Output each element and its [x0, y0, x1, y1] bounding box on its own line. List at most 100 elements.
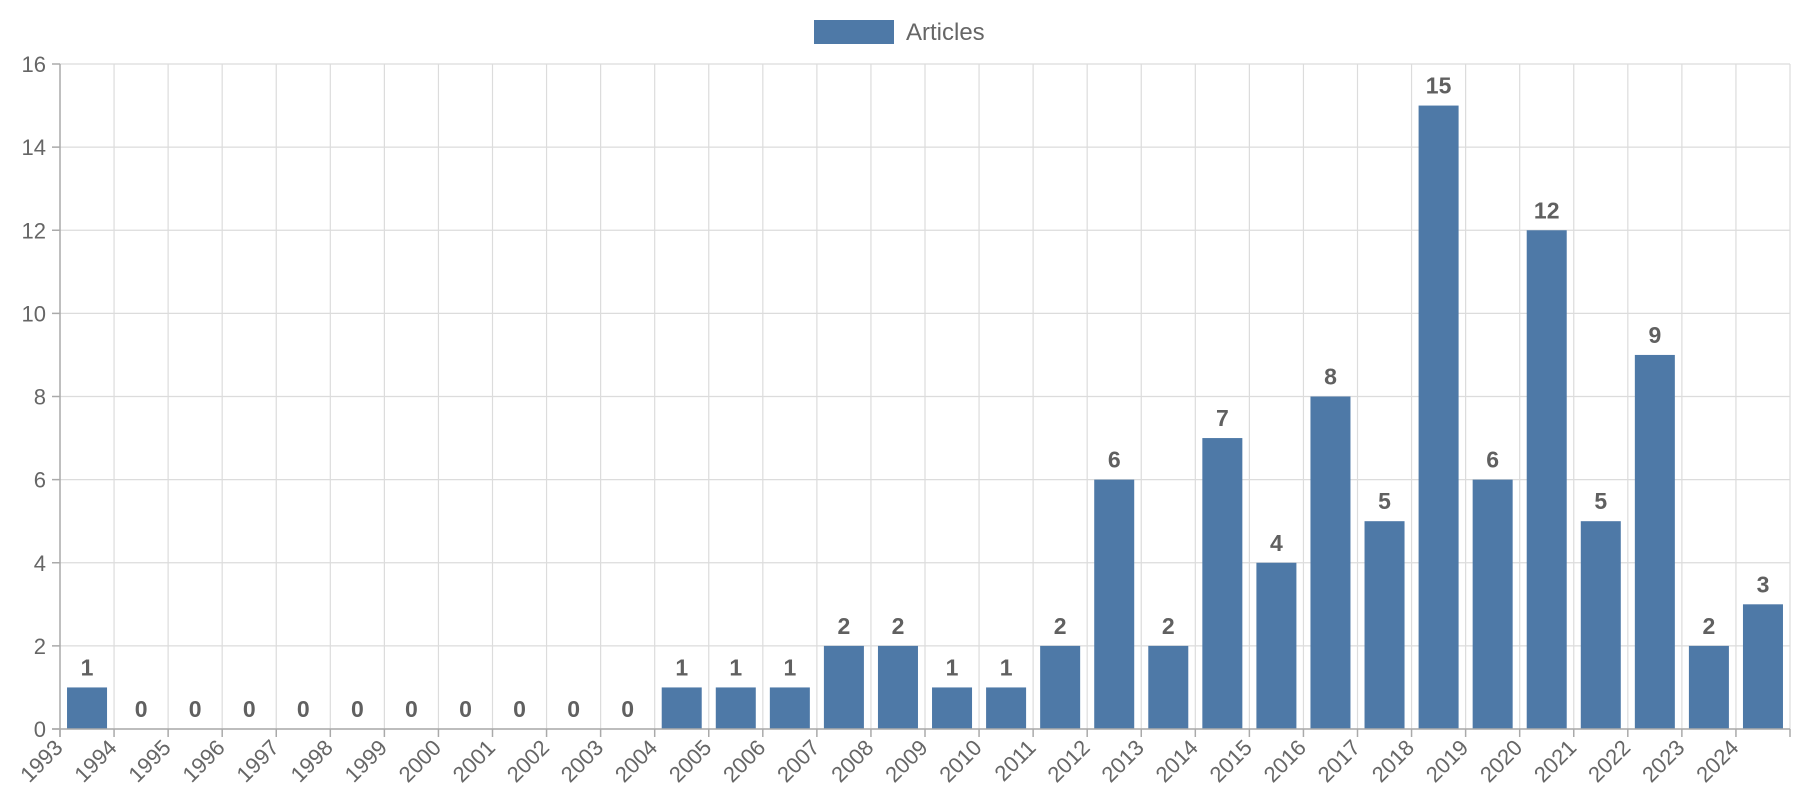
data-label-2016: 8 — [1324, 364, 1337, 390]
data-label-2001: 0 — [513, 696, 526, 722]
bar-2020[interactable] — [1526, 230, 1567, 729]
data-label-2023: 2 — [1703, 613, 1716, 639]
x-tick-label: 2018 — [1367, 735, 1419, 787]
x-tick-label: 1998 — [286, 735, 338, 787]
x-tick-label: 1995 — [123, 735, 175, 787]
bar-2015[interactable] — [1256, 562, 1297, 729]
x-tick-label: 2004 — [610, 735, 662, 787]
data-label-2002: 0 — [567, 696, 580, 722]
x-tick-label: 2021 — [1529, 735, 1581, 787]
x-tick-label: 2011 — [990, 735, 1041, 786]
y-tick-label: 14 — [22, 135, 46, 160]
x-tick-label: 2007 — [772, 735, 824, 787]
x-tick-label: 2003 — [556, 735, 608, 787]
bar-2004[interactable] — [661, 687, 702, 729]
bar-2017[interactable] — [1364, 521, 1405, 729]
y-tick-label: 0 — [34, 717, 46, 742]
x-tick-label: 2013 — [1096, 735, 1148, 787]
x-axis-tick-labels: 1993 1994 1995 1996 1997 1998 1999 2000 2001 2002… — [15, 735, 1743, 787]
y-tick-label: 6 — [34, 468, 46, 493]
data-label-2011: 2 — [1054, 613, 1067, 639]
data-label-2000: 0 — [459, 696, 472, 722]
y-tick-label: 12 — [22, 218, 46, 243]
y-tick-label: 16 — [22, 52, 46, 77]
bars — [67, 105, 1783, 730]
x-tick-label: 2008 — [826, 735, 878, 787]
x-tick-label: 2012 — [1042, 735, 1094, 787]
x-tick-label: 2016 — [1259, 735, 1311, 787]
bar-2016[interactable] — [1310, 396, 1351, 730]
x-tick-label: 2000 — [394, 735, 446, 787]
bar-2010[interactable] — [986, 687, 1027, 729]
bar-2022[interactable] — [1634, 354, 1675, 729]
x-tick-label: 2014 — [1151, 735, 1203, 787]
x-tick-label: 2015 — [1205, 735, 1257, 787]
bar-2021[interactable] — [1580, 521, 1621, 729]
y-tick-label: 4 — [34, 551, 46, 576]
x-tick-label: 2010 — [934, 735, 986, 787]
x-tick-label: 1994 — [69, 735, 121, 787]
data-label-2019: 6 — [1486, 447, 1499, 473]
bar-2005[interactable] — [715, 687, 756, 729]
bar-2008[interactable] — [877, 645, 918, 729]
gridlines — [60, 63, 1791, 730]
bar-2013[interactable] — [1148, 645, 1189, 729]
data-label-2004: 1 — [675, 654, 688, 680]
x-tick-label: 2020 — [1475, 735, 1527, 787]
data-label-1999: 0 — [405, 696, 418, 722]
bar-2019[interactable] — [1472, 479, 1513, 729]
data-label-2015: 4 — [1270, 530, 1283, 556]
y-tick-label: 10 — [22, 301, 46, 326]
data-label-2020: 12 — [1534, 197, 1560, 223]
x-tick-label: 1993 — [15, 735, 67, 787]
bar-2011[interactable] — [1040, 645, 1081, 729]
data-label-1997: 0 — [297, 696, 310, 722]
bar-2018[interactable] — [1418, 105, 1459, 729]
data-label-2014: 7 — [1216, 405, 1229, 431]
data-label-2006: 1 — [783, 654, 796, 680]
y-tick-label: 8 — [34, 385, 46, 410]
legend[interactable]: Articles — [814, 19, 985, 46]
x-tick-label: 2002 — [502, 735, 554, 787]
bar-2009[interactable] — [932, 687, 973, 729]
data-label-1993: 1 — [81, 654, 94, 680]
data-label-2003: 0 — [621, 696, 634, 722]
data-label-2021: 5 — [1594, 488, 1607, 514]
data-label-1994: 0 — [135, 696, 148, 722]
data-label-2005: 1 — [729, 654, 742, 680]
data-label-2018: 15 — [1426, 73, 1452, 99]
axes — [52, 63, 1791, 737]
y-axis-tick-labels: 0 2 4 6 8 10 12 14 16 — [22, 52, 46, 742]
x-tick-label: 2023 — [1637, 735, 1689, 787]
data-label-2010: 1 — [1000, 654, 1013, 680]
bar-2006[interactable] — [769, 687, 810, 729]
bar-2023[interactable] — [1688, 645, 1729, 729]
x-tick-label: 2005 — [664, 735, 716, 787]
data-label-2008: 2 — [892, 613, 905, 639]
data-label-2013: 2 — [1162, 613, 1175, 639]
data-label-2007: 2 — [838, 613, 851, 639]
data-label-2017: 5 — [1378, 488, 1391, 514]
data-label-1998: 0 — [351, 696, 364, 722]
x-tick-label: 2017 — [1313, 735, 1365, 787]
data-label-1996: 0 — [243, 696, 256, 722]
bar-2014[interactable] — [1202, 438, 1243, 729]
x-tick-label: 2009 — [880, 735, 932, 787]
x-tick-label: 2001 — [448, 735, 500, 787]
x-tick-label: 1996 — [177, 735, 229, 787]
bar-2012[interactable] — [1094, 479, 1135, 729]
bar-1993[interactable] — [67, 687, 108, 729]
data-label-2024: 3 — [1757, 571, 1770, 597]
x-tick-label: 2022 — [1583, 735, 1635, 787]
data-label-1995: 0 — [189, 696, 202, 722]
legend-swatch-articles — [814, 20, 894, 44]
bar-2024[interactable] — [1742, 604, 1783, 729]
y-tick-label: 2 — [34, 634, 46, 659]
bar-2007[interactable] — [823, 645, 864, 729]
data-label-2012: 6 — [1108, 447, 1121, 473]
legend-label-articles: Articles — [906, 19, 985, 46]
x-tick-label: 2024 — [1691, 735, 1743, 787]
